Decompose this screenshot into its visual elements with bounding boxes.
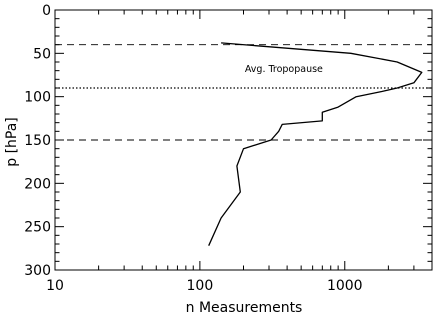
y-tick-label: 250 [24, 220, 51, 236]
annotations: Avg. Tropopause [245, 64, 323, 75]
tropopause-annotation: Avg. Tropopause [245, 64, 323, 75]
y-tick-label: 100 [24, 90, 51, 106]
y-tick-label: 50 [33, 46, 51, 62]
x-tick-label: 100 [187, 278, 214, 294]
y-tick-label: 0 [42, 3, 51, 19]
series-line [208, 42, 423, 246]
x-axis-ticks: 10 100 1000 [46, 10, 433, 294]
x-axis-label: n Measurements [186, 300, 303, 316]
y-tick-label: 200 [24, 176, 51, 192]
y-tick-label: 150 [24, 133, 51, 149]
plot-border [54, 9, 433, 271]
x-tick-label: 1000 [327, 278, 363, 294]
y-axis-label: p [hPa] [4, 117, 20, 167]
reference-lines [55, 44, 432, 141]
series-lines [208, 42, 423, 246]
x-tick-label: 10 [46, 278, 64, 294]
y-tick-label: 300 [24, 263, 51, 279]
plot-frame [54, 9, 433, 271]
y-axis-ticks: 0 50 100 150 200 250 300 [24, 3, 432, 279]
